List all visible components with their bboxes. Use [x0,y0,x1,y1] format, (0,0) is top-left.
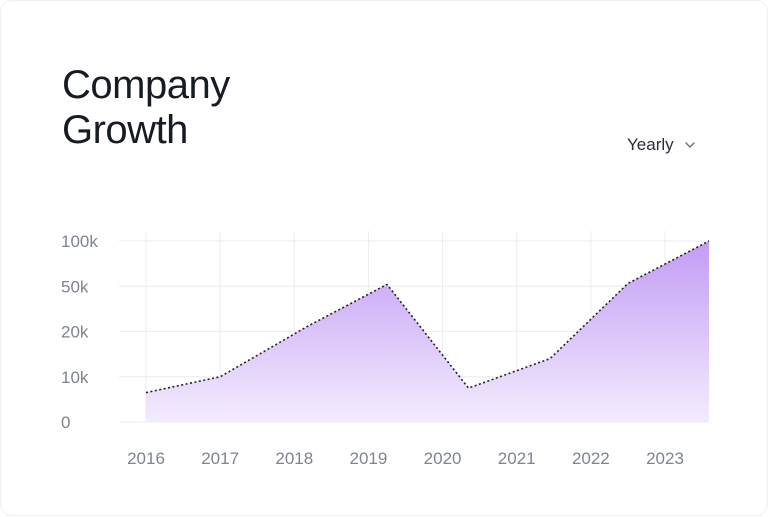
y-axis: 0 10k 20k 50k 100k [61,232,98,432]
x-tick-label: 2023 [646,449,684,468]
x-tick-label: 2020 [424,449,462,468]
y-tick-label: 50k [61,277,89,296]
x-tick-label: 2016 [127,449,165,468]
period-select-value: Yearly [627,135,674,154]
x-tick-label: 2018 [275,449,313,468]
chart-title: Company Growth [62,63,230,153]
x-tick-label: 2019 [350,449,388,468]
x-tick-label: 2022 [572,449,610,468]
period-select[interactable]: Yearly [619,129,704,161]
series-area [146,241,709,422]
x-tick-label: 2021 [498,449,536,468]
chart-title-line-1: Company [62,63,230,107]
x-tick-label: 2017 [201,449,239,468]
y-tick-label: 10k [61,368,89,387]
area-layer [145,240,710,422]
x-axis: 2016 2017 2018 2019 2020 2021 2022 2023 [127,449,684,468]
chart-title-line-2: Growth [62,108,188,152]
y-tick-label: 20k [61,323,89,342]
y-tick-label: 100k [61,232,98,251]
chevron-down-icon [684,139,696,151]
y-tick-label: 0 [61,413,70,432]
